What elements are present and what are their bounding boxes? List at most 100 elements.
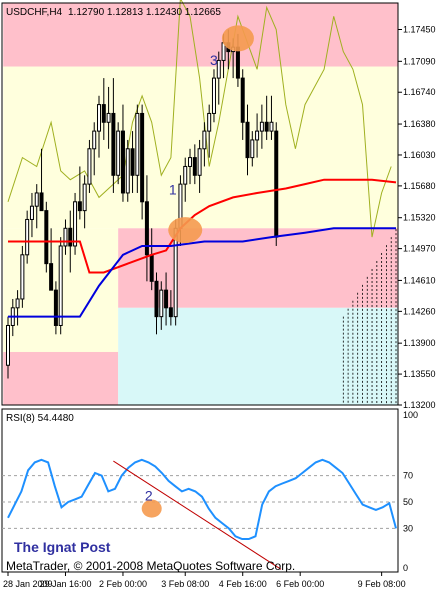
rsi-tick-label: 30 — [403, 523, 413, 533]
zone-cream — [3, 66, 399, 229]
candle-bull — [188, 157, 193, 167]
time-tick-label: 9 Feb 08:00 — [358, 579, 406, 589]
rsi-panel-border — [1, 408, 399, 573]
candle-bear — [164, 289, 169, 309]
price-tick-label: 1.14260 — [403, 306, 436, 316]
olive-line — [7, 0, 392, 238]
candle-bear — [130, 148, 135, 176]
price-tick-label: 1.15680 — [403, 181, 436, 191]
price-tick-label: 1.17090 — [403, 56, 436, 66]
candle-bull — [197, 148, 202, 176]
copyright-text: MetaTrader, © 2001-2008 MetaQuotes Softw… — [6, 559, 295, 573]
zone-pink — [3, 351, 119, 405]
candle-bull — [125, 148, 130, 194]
price-zones — [3, 3, 399, 405]
candle-bull — [202, 130, 207, 150]
price-tick-label: 1.16380 — [403, 119, 436, 129]
price-tick-label: 1.15320 — [403, 213, 436, 223]
marker-2-label: 2 — [145, 488, 153, 504]
candle-bull — [106, 112, 111, 123]
main-panel-border — [1, 2, 399, 406]
price-tick-label: 1.14970 — [403, 244, 436, 254]
candle-bull — [15, 298, 20, 309]
candle-bear — [111, 112, 116, 176]
time-tick-label: 28 Jan 2009 — [3, 579, 53, 589]
candle-bear — [154, 280, 159, 318]
candle-bear — [144, 201, 149, 256]
candle-bear — [101, 104, 106, 123]
marker-1-label: 1 — [169, 182, 177, 198]
time-tick-label: 2 Feb 00:00 — [99, 579, 147, 589]
rsi-line — [7, 458, 397, 540]
candle-bull — [87, 148, 92, 185]
rsi-tick-label: 50 — [403, 497, 413, 507]
marker-3-circle — [221, 25, 254, 52]
rsi-tick-label: 0 — [403, 563, 408, 573]
candle-bear — [120, 130, 125, 194]
price-tick-label: 1.13200 — [403, 400, 436, 410]
marker-3-label: 3 — [210, 52, 218, 68]
header-symbol: USDCHF,H4 — [6, 7, 63, 18]
candle-bear — [77, 201, 82, 212]
candle-bull — [82, 183, 87, 212]
candle-bull — [159, 289, 164, 318]
blue-line — [8, 227, 396, 318]
candles-layer — [6, 29, 279, 379]
time-tick-label: 4 Feb 16:00 — [219, 579, 267, 589]
candle-bull — [73, 201, 78, 247]
candle-bear — [245, 121, 250, 159]
candle-bear — [149, 254, 154, 282]
time-tick-label: 3 Feb 08:00 — [161, 579, 209, 589]
indicator-lines-layer — [8, 178, 397, 318]
rsi-tick-label: 70 — [403, 471, 413, 481]
rsi-layer: 2 — [7, 458, 397, 570]
markers-layer: 31 — [168, 25, 254, 244]
rsi-trendline — [113, 460, 282, 570]
candle-bull — [29, 205, 34, 220]
cloud-hatch-layer — [342, 229, 397, 405]
axes-layer: 1.17450 1.17090 1.16740 1.16380 1.16030 1.156… — [3, 25, 436, 589]
candle-bull — [211, 77, 216, 114]
time-tick-label: 29 Jan 16:00 — [39, 579, 91, 589]
price-tick-label: 1.16740 — [403, 87, 436, 97]
rsi-tick-label: 100 — [403, 410, 418, 420]
candle-bull — [34, 192, 39, 207]
price-tick-label: 1.17450 — [403, 25, 436, 35]
candle-bull — [216, 59, 221, 79]
candle-bear — [68, 227, 73, 247]
time-tick-label: 6 Feb 00:00 — [276, 579, 324, 589]
candle-bull — [250, 139, 255, 159]
candle-bull — [135, 112, 140, 176]
zone-cyan — [118, 307, 398, 405]
candle-bear — [235, 46, 240, 79]
candle-bear — [140, 112, 145, 203]
candle-bull — [207, 112, 212, 132]
olive-line-layer — [7, 0, 392, 238]
zone-pink — [3, 3, 399, 67]
price-tick-label: 1.13900 — [403, 338, 436, 348]
candle-bear — [49, 263, 54, 291]
watermark-text: The Ignat Post — [14, 539, 111, 555]
candle-bull — [173, 227, 178, 318]
price-tick-label: 1.14610 — [403, 275, 436, 285]
header-quote: 1.12790 1.12813 1.12430 1.12665 — [68, 7, 221, 18]
candle-bear — [53, 289, 58, 326]
candle-bear — [240, 77, 245, 123]
red-line — [8, 178, 397, 274]
marker-1-circle — [168, 217, 203, 244]
candle-bull — [58, 245, 63, 326]
candle-bear — [168, 307, 173, 318]
candle-bull — [6, 324, 10, 366]
candle-bull — [116, 130, 121, 176]
candle-bear — [39, 192, 44, 212]
candle-bull — [183, 165, 188, 185]
candle-bull — [269, 121, 274, 132]
candle-bear — [192, 157, 197, 176]
candle-bear — [274, 130, 279, 238]
price-tick-label: 1.16030 — [403, 150, 436, 160]
rsi-title: RSI(8) 54.4480 — [6, 413, 74, 424]
candle-bull — [25, 218, 30, 256]
candle-bull — [92, 130, 97, 150]
candle-bull — [63, 227, 68, 247]
